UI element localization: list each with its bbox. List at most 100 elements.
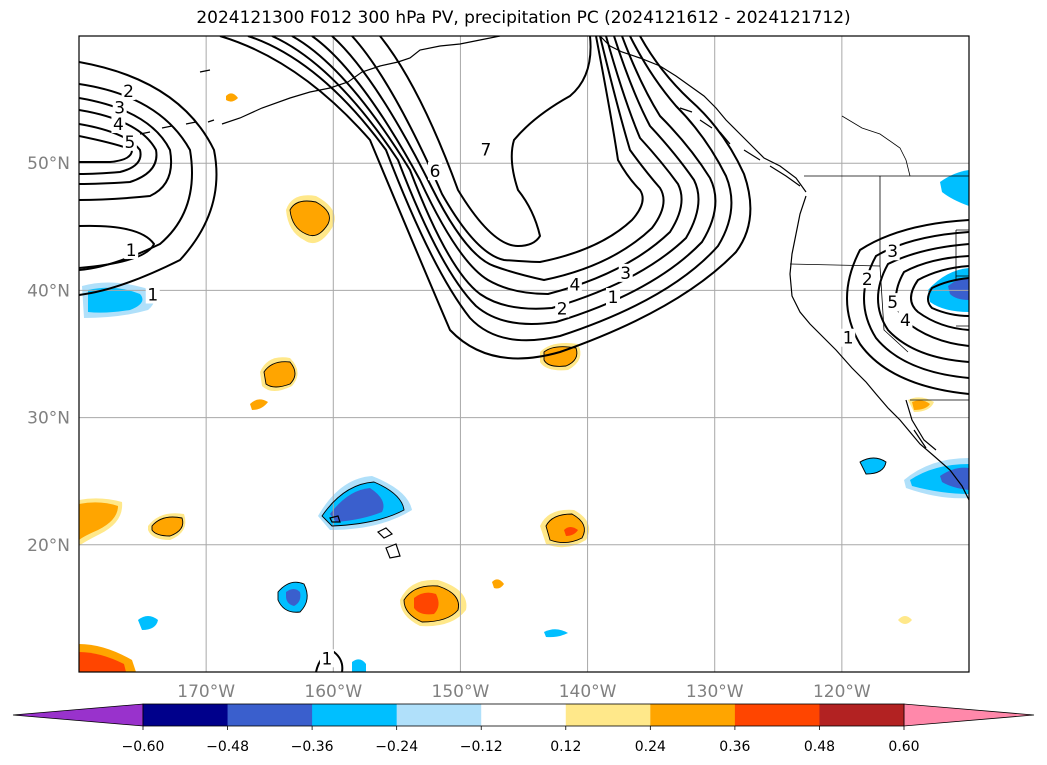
pv-contour xyxy=(846,219,969,395)
pv-contour xyxy=(910,265,969,331)
pv-label-background xyxy=(606,288,620,307)
pv-contour xyxy=(863,231,969,379)
precip-negative-blob xyxy=(330,488,384,522)
pv-contour-label: 1 xyxy=(147,285,158,305)
precip-outlines xyxy=(151,200,887,623)
colorbar-segment xyxy=(143,704,229,726)
precip-negative-blob xyxy=(940,467,969,490)
political-borders xyxy=(789,115,969,401)
pv-contour-label: 4 xyxy=(113,115,124,135)
pv-contour-label: 1 xyxy=(126,241,137,261)
pv-contour-label: 2 xyxy=(862,270,873,290)
pv-contour xyxy=(351,36,644,264)
pv-contour-label: 4 xyxy=(569,275,580,295)
pv-contour-label: 2 xyxy=(123,82,134,102)
colorbar-tick-label: −0.12 xyxy=(460,739,503,755)
pv-label-background xyxy=(478,140,493,159)
precip-negative-blob xyxy=(940,170,969,206)
lat-tick-label: 50°N xyxy=(27,154,70,174)
lat-tick-label: 30°N xyxy=(27,409,70,429)
pv-contour xyxy=(79,97,172,201)
colorbar-segment xyxy=(734,704,820,726)
precip-outline xyxy=(321,481,405,527)
pv-contour xyxy=(271,36,717,325)
colorbar-segment xyxy=(312,704,398,726)
precip-negative-blob xyxy=(544,629,568,638)
precip-positive-blob xyxy=(79,502,118,540)
colorbar-segment xyxy=(227,704,313,726)
precip-outline xyxy=(403,585,460,623)
pv-contour xyxy=(247,36,733,342)
precip-negative-blob xyxy=(138,616,158,630)
colorbar-frame xyxy=(142,703,905,727)
precip-outline xyxy=(263,361,296,388)
pv-contour-label: 7 xyxy=(480,140,491,160)
map-title: 2024121300 F012 300 hPa PV, precipitatio… xyxy=(196,8,851,28)
pv-contour xyxy=(79,135,134,163)
colorbar-low-extension xyxy=(12,703,144,727)
colorbar-segment xyxy=(650,704,736,726)
pv-contour xyxy=(79,224,156,269)
colorbar-high-extension xyxy=(903,703,1035,727)
precip-outline xyxy=(289,200,330,237)
precip-positive-blob xyxy=(898,616,912,624)
colorbar-segment xyxy=(396,704,482,726)
map-frame xyxy=(78,35,970,673)
precip-outline xyxy=(543,346,578,367)
precip-positive-blob xyxy=(264,361,295,387)
pv-contour-label: 4 xyxy=(900,311,911,331)
pv-contour xyxy=(291,36,700,310)
precip-positive-blob xyxy=(79,652,126,672)
precip-positive-blob xyxy=(546,514,585,543)
coastline-us-west xyxy=(789,195,969,501)
pv-label-background xyxy=(841,328,856,347)
colorbar-segment xyxy=(481,704,567,726)
precip-positive-blob xyxy=(226,93,238,102)
pv-contour-label: 3 xyxy=(620,264,631,284)
pv-contour-label: 1 xyxy=(608,288,619,308)
precip-outline xyxy=(859,457,887,475)
colorbar-segment xyxy=(565,704,651,726)
precip-outline xyxy=(545,513,585,543)
pv-contour-label: 5 xyxy=(124,133,135,153)
precip-positive-blob xyxy=(564,527,578,536)
pv-label-background xyxy=(885,293,900,312)
lon-tick-label: 120°W xyxy=(813,682,871,702)
pv-contour xyxy=(79,83,193,271)
precip-negative-blob xyxy=(352,659,366,672)
precip-positive-blob xyxy=(290,201,330,236)
precip-positive-blob xyxy=(912,400,930,410)
pv-contour-label: 3 xyxy=(114,99,125,119)
lat-tick-label: 20°N xyxy=(27,536,70,556)
colorbar-tick-label: 0.48 xyxy=(804,739,835,755)
precip-outline xyxy=(277,581,308,613)
pv-contour xyxy=(79,61,218,296)
colorbar-tick-label: −0.60 xyxy=(122,739,165,755)
pv-contour-label: 3 xyxy=(887,242,898,262)
pv-contour-label: 1 xyxy=(843,329,854,349)
pv-label-background xyxy=(618,263,633,282)
lon-tick-label: 140°W xyxy=(559,682,617,702)
precip-negative-blob xyxy=(948,278,969,300)
pv-label-background xyxy=(885,242,900,261)
coastline-alaska xyxy=(199,36,501,125)
pv-label-background xyxy=(111,115,126,134)
pv-label-background xyxy=(428,162,442,181)
pv-contour-label: 5 xyxy=(887,293,898,313)
colorbar-segment xyxy=(819,704,905,726)
map-background xyxy=(79,36,969,672)
coastline-british-columbia xyxy=(679,107,801,187)
pv-contour xyxy=(927,277,969,317)
pv-label-background xyxy=(124,240,139,259)
precip-negative-blob xyxy=(286,589,301,606)
coastline-aleutians xyxy=(139,119,215,135)
pv-label-background xyxy=(898,310,913,329)
colorbar-tick-label: 0.24 xyxy=(635,739,666,755)
pv-contour xyxy=(877,243,969,363)
pv-label-background xyxy=(145,285,160,304)
pv-contour xyxy=(315,650,344,672)
pv-contour-label: 2 xyxy=(557,299,568,319)
pv-label-background xyxy=(860,270,875,289)
